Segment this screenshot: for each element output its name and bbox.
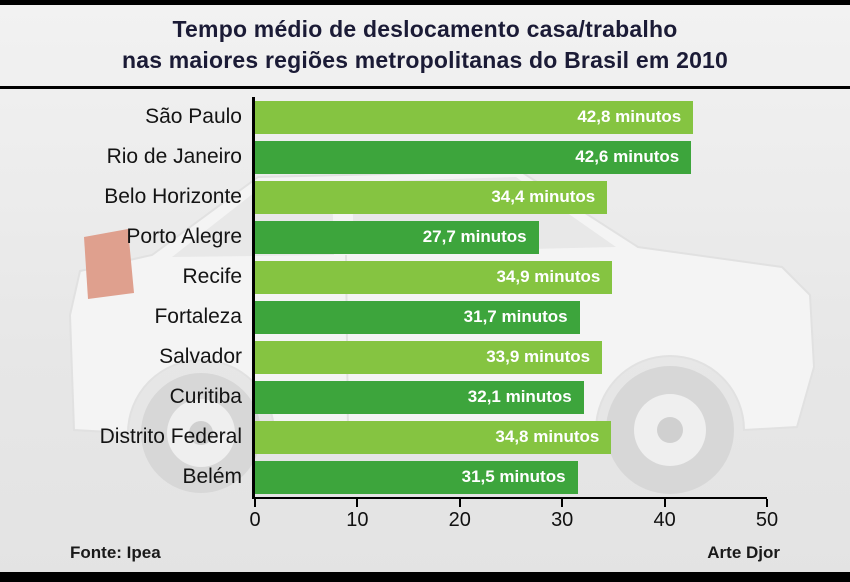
bar-row: 32,1 minutos	[255, 377, 767, 417]
category-label: Curitiba	[169, 385, 242, 408]
axis-tick-label: 20	[448, 509, 471, 531]
bar: 34,4 minutos	[255, 180, 608, 214]
bar: 42,6 minutos	[255, 140, 692, 174]
axis-tick-label: 50	[755, 509, 779, 531]
axis-tick-label: 30	[551, 509, 574, 531]
category-labels: São Paulo Rio de Janeiro Belo Horizonte Por…	[0, 97, 252, 499]
bar-row: 34,8 minutos	[255, 417, 767, 457]
category-label: Recife	[182, 265, 242, 288]
title-line-1: Tempo médio de deslocamento casa/trabalh…	[172, 16, 678, 42]
category-label: Salvador	[159, 345, 242, 368]
bar: 31,7 minutos	[255, 300, 580, 334]
bar-value-label: 31,5 minutos	[461, 467, 566, 486]
bar: 34,8 minutos	[255, 420, 612, 454]
bar: 33,9 minutos	[255, 340, 603, 374]
axis-tick	[766, 499, 768, 507]
axis-tick	[663, 499, 666, 507]
bar-row: 33,9 minutos	[255, 337, 767, 377]
axis-tick-label: 10	[346, 509, 369, 531]
category-label: Belo Horizonte	[104, 185, 242, 208]
bar-row: 31,7 minutos	[255, 297, 767, 337]
bar-value-label: 42,8 minutos	[577, 107, 682, 126]
category-label: Fortaleza	[154, 305, 242, 328]
x-axis: 0 10 20 30 40 50	[249, 499, 778, 535]
bar: 32,1 minutos	[255, 380, 584, 414]
art-credit: Arte Djor	[707, 543, 780, 562]
header: Tempo médio de deslocamento casa/trabalh…	[0, 0, 850, 76]
category-label: Belém	[182, 465, 242, 488]
axis-tick	[356, 499, 359, 507]
bar: 27,7 minutos	[255, 220, 539, 254]
bar-row: 34,9 minutos	[255, 257, 767, 297]
category-label: Distrito Federal	[99, 425, 242, 448]
bar-row: 31,5 minutos	[255, 457, 767, 497]
bar-value-label: 42,6 minutos	[575, 147, 680, 166]
source-credit: Fonte: Ipea	[70, 543, 161, 562]
top-border-bar	[0, 0, 850, 5]
bar-row: 42,6 minutos	[255, 137, 767, 177]
bar: 34,9 minutos	[255, 260, 613, 294]
category-label: Rio de Janeiro	[106, 145, 242, 168]
title-line-2: nas maiores regiões metropolitanas do Br…	[121, 47, 729, 73]
bar-row: 42,8 minutos	[255, 97, 767, 137]
category-label: Porto Alegre	[126, 225, 242, 248]
bar: 31,5 minutos	[255, 460, 578, 494]
axis-tick-label: 0	[249, 509, 261, 531]
plot-area: 42,8 minutos 42,6 minutos 34,4 minutos 27,7…	[252, 97, 767, 499]
axis-tick	[561, 499, 564, 507]
bar-value-label: 31,7 minutos	[463, 307, 568, 326]
bar-value-label: 27,7 minutos	[422, 227, 527, 246]
bar-chart: São Paulo Rio de Janeiro Belo Horizonte Por…	[0, 97, 850, 499]
axis-tick	[254, 499, 256, 507]
bar-row: 34,4 minutos	[255, 177, 767, 217]
footer: Fonte: Ipea Arte Djor	[0, 535, 850, 563]
category-label: São Paulo	[145, 105, 242, 128]
page-title: Tempo médio de deslocamento casa/trabalh…	[0, 14, 850, 76]
title-divider	[0, 86, 850, 89]
bar-value-label: 32,1 minutos	[467, 387, 572, 406]
bar: 42,8 minutos	[255, 100, 694, 134]
bar-value-label: 34,4 minutos	[491, 187, 596, 206]
bar-value-label: 34,9 minutos	[496, 267, 601, 286]
bar-row: 27,7 minutos	[255, 217, 767, 257]
bottom-border-bar	[0, 572, 850, 582]
axis-tick-label: 40	[653, 509, 676, 531]
bar-value-label: 34,8 minutos	[495, 427, 600, 446]
bar-value-label: 33,9 minutos	[486, 347, 591, 366]
axis-tick	[458, 499, 461, 507]
